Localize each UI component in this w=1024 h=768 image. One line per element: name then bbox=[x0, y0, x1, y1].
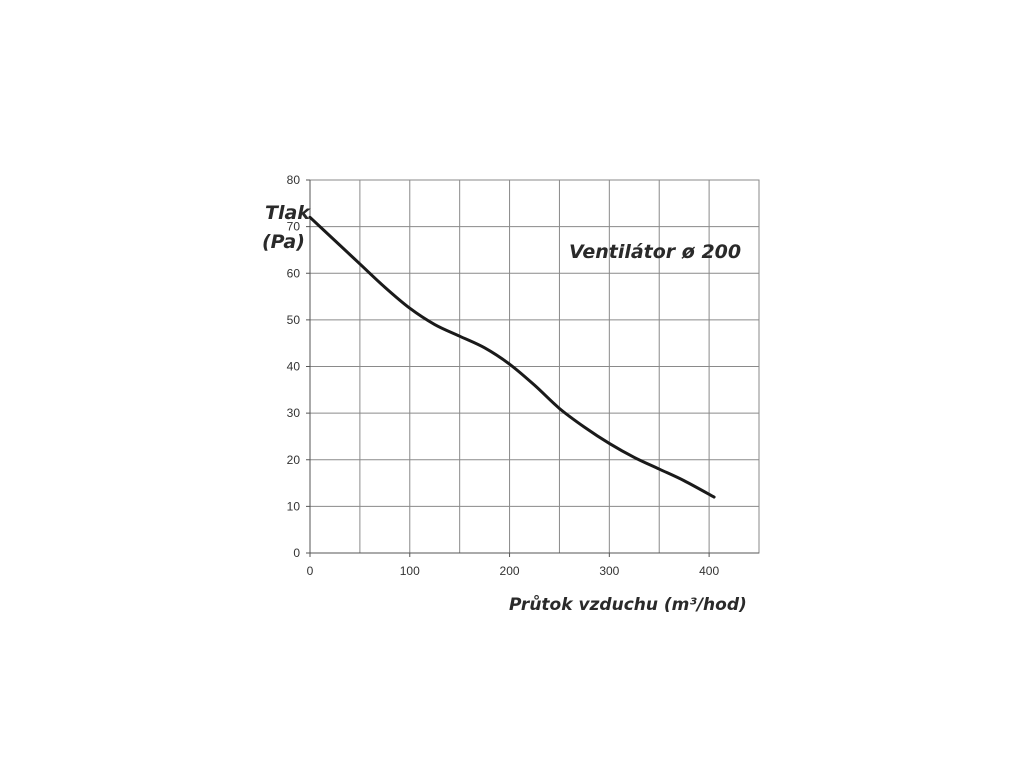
y-tick-label: 50 bbox=[287, 313, 301, 327]
y-tick-label: 70 bbox=[287, 220, 301, 234]
x-tick-label: 100 bbox=[400, 564, 420, 578]
y-axis-label-line1: Tlak bbox=[265, 202, 311, 224]
y-tick-labels: 0 10 20 30 40 50 60 70 80 bbox=[287, 173, 301, 560]
y-tick-label: 60 bbox=[287, 266, 301, 280]
y-tick-label: 30 bbox=[287, 406, 301, 420]
x-tick-label: 300 bbox=[599, 564, 619, 578]
chart-title: Ventilátor ø 200 bbox=[569, 241, 741, 263]
axes bbox=[306, 179, 759, 557]
y-tick-label: 40 bbox=[287, 360, 301, 374]
series-line bbox=[308, 215, 716, 499]
y-tick-label: 10 bbox=[287, 499, 301, 513]
x-tick-label: 200 bbox=[500, 564, 520, 578]
y-axis-label-line2: (Pa) bbox=[262, 231, 305, 253]
x-tick-label: 0 bbox=[307, 564, 314, 578]
y-tick-label: 20 bbox=[287, 453, 301, 467]
x-tick-label: 400 bbox=[699, 564, 719, 578]
grid-lines bbox=[310, 180, 759, 553]
x-axis-label: Průtok vzduchu (m³/hod) bbox=[509, 594, 747, 615]
y-tick-label: 0 bbox=[293, 546, 300, 560]
x-tick-labels: 0 100 200 300 400 bbox=[307, 564, 720, 578]
y-tick-label: 80 bbox=[287, 173, 301, 187]
